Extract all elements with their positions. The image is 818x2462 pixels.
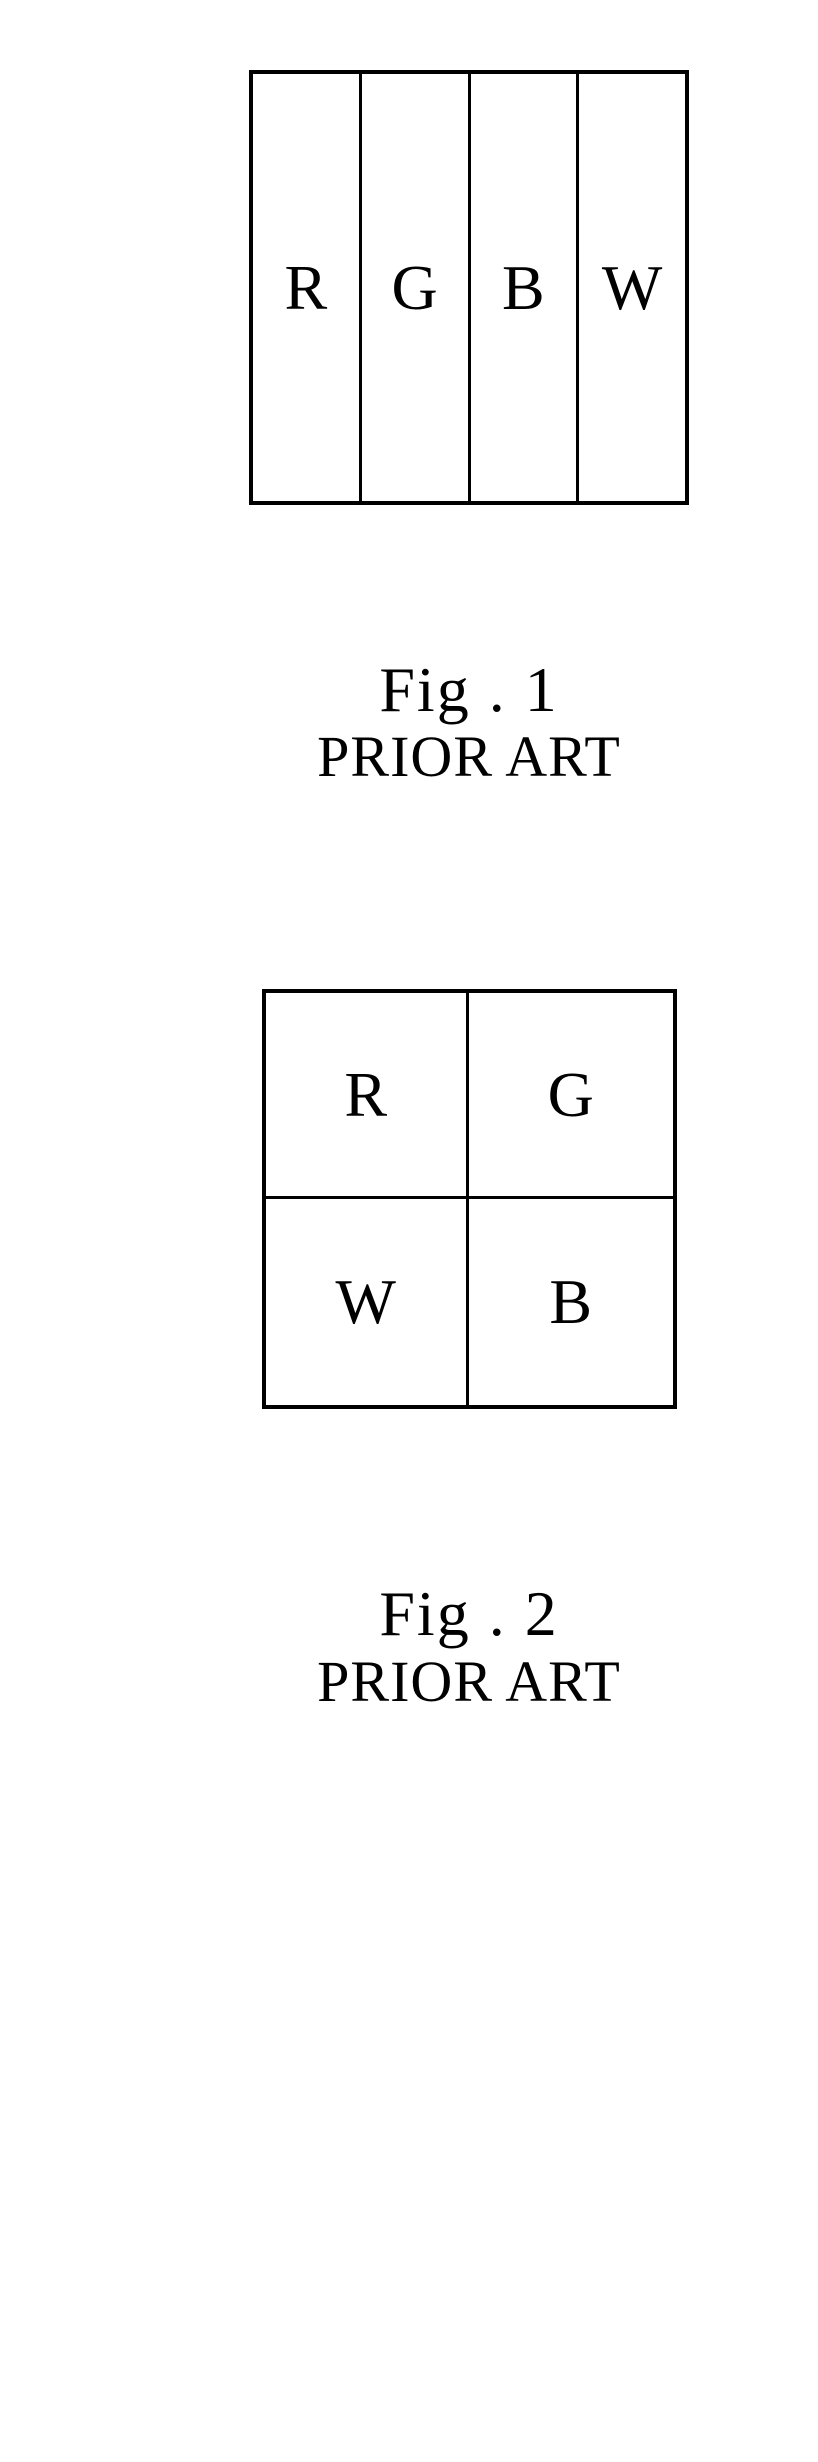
fig1-cell-w: W — [576, 74, 685, 501]
fig2-cell-w: W — [266, 1199, 470, 1405]
figure-1-caption: Fig . 1 PRIOR ART — [317, 655, 621, 789]
figure-2-caption-line2: PRIOR ART — [317, 1650, 621, 1714]
spacer — [0, 789, 818, 989]
fig1-label-b: B — [502, 251, 545, 325]
fig1-label-g: G — [392, 251, 438, 325]
fig1-label-w: W — [602, 251, 662, 325]
figure-2-caption-line1: Fig . 2 — [317, 1579, 621, 1649]
fig2-cell-g: G — [469, 993, 673, 1199]
fig2-cell-r: R — [266, 993, 470, 1199]
fig1-cell-r: R — [253, 74, 359, 501]
page: R G B W Fig . 1 PRIOR ART R G — [0, 0, 818, 1713]
figure-1-box: R G B W — [249, 70, 689, 505]
fig2-cell-b: B — [469, 1199, 673, 1405]
fig2-label-r: R — [344, 1058, 387, 1132]
fig2-label-w: W — [336, 1265, 396, 1339]
fig1-cell-g: G — [359, 74, 468, 501]
fig2-label-b: B — [549, 1265, 592, 1339]
figure-1-caption-line2: PRIOR ART — [317, 725, 621, 789]
fig2-label-g: G — [548, 1058, 594, 1132]
figure-2-caption: Fig . 2 PRIOR ART — [317, 1579, 621, 1713]
fig1-label-r: R — [285, 251, 328, 325]
fig1-cell-b: B — [468, 74, 577, 501]
figure-2-box: R G W B — [262, 989, 677, 1409]
figure-1-caption-line1: Fig . 1 — [317, 655, 621, 725]
figure-1-block: R G B W Fig . 1 PRIOR ART — [0, 70, 818, 789]
figure-2-block: R G W B Fig . 2 PRIOR ART — [0, 989, 818, 1713]
